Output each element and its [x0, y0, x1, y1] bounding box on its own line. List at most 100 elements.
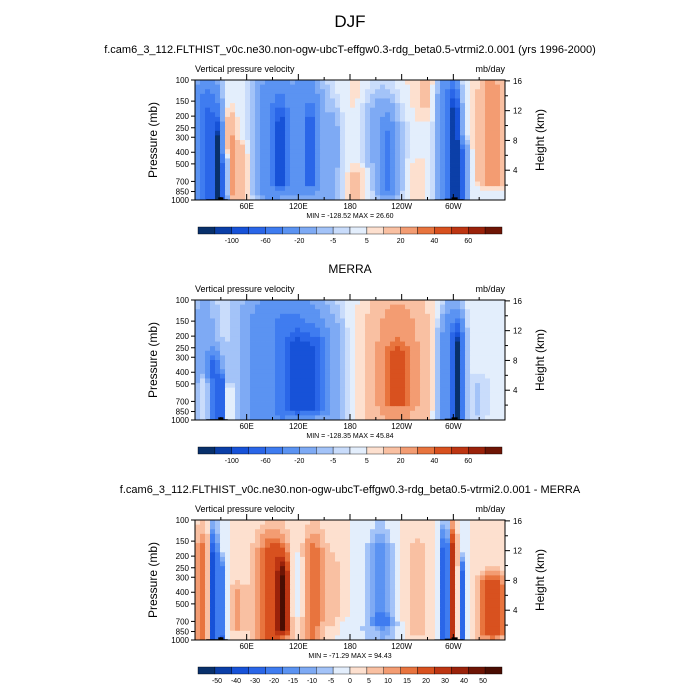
field-cell — [290, 612, 296, 618]
field-cell — [365, 543, 371, 549]
field-cell — [490, 126, 496, 132]
field-cell — [360, 580, 366, 586]
field-cell — [490, 373, 496, 379]
field-cell — [280, 378, 286, 384]
field-cell — [405, 350, 411, 356]
field-cell — [360, 346, 366, 352]
field-cell — [205, 570, 211, 576]
field-cell — [210, 396, 216, 402]
field-cell — [200, 112, 206, 118]
field-cell — [325, 621, 331, 627]
field-cell — [270, 383, 276, 389]
field-cell — [310, 392, 316, 398]
field-cell — [480, 401, 486, 407]
field-cell — [345, 89, 351, 95]
field-cell — [475, 107, 481, 113]
field-cell — [445, 401, 451, 407]
field-cell — [280, 107, 286, 113]
field-cell — [370, 130, 376, 136]
field-cell — [290, 346, 296, 352]
field-cell — [480, 552, 486, 558]
field-cell — [250, 538, 256, 544]
field-cell — [465, 304, 471, 310]
field-cell — [395, 140, 401, 146]
field-cell — [405, 130, 411, 136]
field-cell — [235, 327, 241, 333]
field-cell — [460, 570, 466, 576]
field-cell — [295, 533, 301, 539]
field-cell — [340, 144, 346, 150]
field-cell — [480, 98, 486, 104]
field-cell — [395, 520, 401, 526]
field-cell — [215, 167, 221, 173]
field-cell — [385, 346, 391, 352]
field-cell — [390, 89, 396, 95]
field-cell — [420, 552, 426, 558]
field-cell — [340, 533, 346, 539]
field-cell — [235, 341, 241, 347]
field-cell — [475, 396, 481, 402]
field-cell — [395, 383, 401, 389]
field-cell — [495, 570, 501, 576]
field-cell — [200, 598, 206, 604]
field-cell — [390, 341, 396, 347]
field-cell — [240, 378, 246, 384]
field-cell — [260, 121, 266, 127]
field-cell — [240, 520, 246, 526]
field-cell — [455, 547, 461, 553]
field-cell — [490, 107, 496, 113]
field-cell — [390, 552, 396, 558]
field-cell — [240, 112, 246, 118]
field-cell — [270, 378, 276, 384]
field-cell — [360, 144, 366, 150]
field-cell — [390, 181, 396, 187]
field-cell — [330, 616, 336, 622]
field-cell — [375, 584, 381, 590]
field-cell — [420, 598, 426, 604]
field-cell — [345, 392, 351, 398]
field-cell — [330, 547, 336, 553]
field-cell — [465, 98, 471, 104]
colorbar-swatch — [316, 226, 334, 235]
field-cell — [450, 612, 456, 618]
field-cell — [370, 520, 376, 526]
field-cell — [500, 621, 506, 627]
field-cell — [460, 121, 466, 127]
field-cell — [280, 116, 286, 122]
field-cell — [500, 318, 506, 324]
field-cell — [270, 350, 276, 356]
field-cell — [210, 406, 216, 412]
field-cell — [440, 153, 446, 159]
field-cell — [215, 350, 221, 356]
field-cell — [455, 153, 461, 159]
field-cell — [380, 112, 386, 118]
field-cell — [480, 580, 486, 586]
field-cell — [490, 598, 496, 604]
field-cell — [315, 364, 321, 370]
field-cell — [450, 313, 456, 319]
field-cell — [235, 181, 241, 187]
field-cell — [450, 309, 456, 315]
field-cell — [275, 369, 281, 375]
field-cell — [405, 556, 411, 562]
field-cell — [205, 190, 211, 196]
field-cell — [330, 158, 336, 164]
field-cell — [295, 135, 301, 141]
field-cell — [220, 621, 226, 627]
field-cell — [420, 584, 426, 590]
field-cell — [405, 304, 411, 310]
field-cell — [215, 635, 221, 641]
field-cell — [465, 195, 471, 201]
field-cell — [240, 116, 246, 122]
field-cell — [320, 547, 326, 553]
field-cell — [415, 341, 421, 347]
field-cell — [315, 556, 321, 562]
field-cell — [250, 313, 256, 319]
field-cell — [195, 304, 201, 310]
field-cell — [350, 135, 356, 141]
field-cell — [300, 415, 306, 421]
field-cell — [205, 327, 211, 333]
field-cell — [445, 392, 451, 398]
field-cell — [485, 566, 491, 572]
field-cell — [195, 327, 201, 333]
